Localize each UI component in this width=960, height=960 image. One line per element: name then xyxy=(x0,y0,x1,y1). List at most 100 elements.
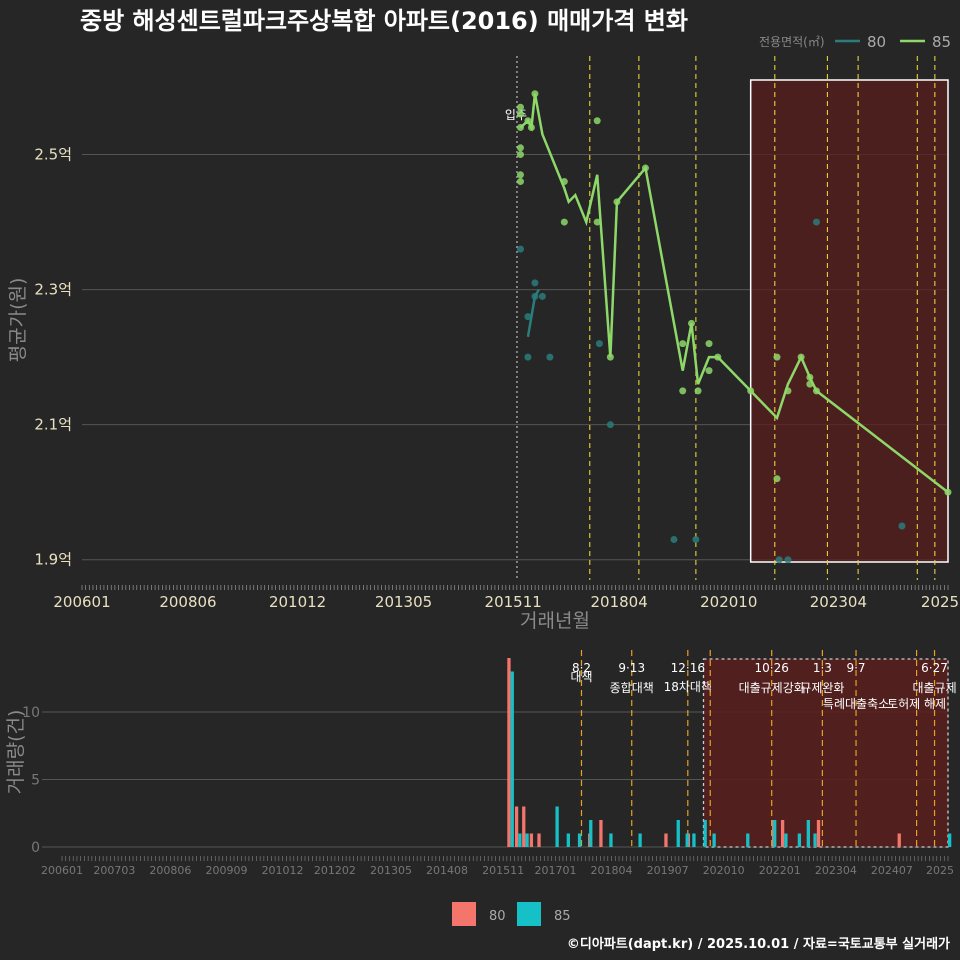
data-point-85 xyxy=(773,475,781,483)
data-point-85 xyxy=(705,367,713,375)
data-point-85 xyxy=(560,218,568,226)
series-line-80 xyxy=(526,288,540,338)
volume-bar-80 xyxy=(529,833,534,847)
volume-bar-80 xyxy=(599,820,603,847)
x-tick-label: 200703 xyxy=(93,864,135,877)
volume-bar-80 xyxy=(514,806,519,847)
legend: 전용면적(㎡) 80 85 xyxy=(759,33,951,51)
volume-bar-80 xyxy=(780,820,785,847)
legend-label-85: 85 xyxy=(554,909,571,924)
x-tick-label: 2025 xyxy=(921,593,959,611)
volume-bar-80 xyxy=(507,658,511,847)
data-point-80 xyxy=(516,245,524,253)
x-tick-label: 201511 xyxy=(482,864,524,877)
data-point-80 xyxy=(538,292,546,300)
data-point-85 xyxy=(593,117,601,125)
data-point-85 xyxy=(679,387,687,395)
volume-bar-85 xyxy=(609,833,613,847)
x-tick-label: 200806 xyxy=(149,864,191,877)
y-tick-label: 1.9억 xyxy=(34,551,72,569)
data-point-85 xyxy=(527,124,535,132)
data-point-85 xyxy=(606,353,614,361)
x-tick-label: 202010 xyxy=(703,864,745,877)
data-point-80 xyxy=(692,535,700,543)
y-tick-label: 5 xyxy=(31,773,40,789)
x-tick-label: 202201 xyxy=(759,864,801,877)
volume-bar-85 xyxy=(784,833,788,847)
data-point-85 xyxy=(806,373,814,381)
event-date: 9·7 xyxy=(846,661,865,675)
volume-bar-85 xyxy=(555,806,559,847)
data-point-85 xyxy=(516,151,524,159)
event-label: 토허제 해제 xyxy=(887,697,946,711)
data-point-85 xyxy=(516,171,524,179)
volume-bar-80 xyxy=(522,806,526,847)
volume-bar-85 xyxy=(685,833,689,847)
x-axis-title: 거래년월 xyxy=(520,610,590,632)
data-point-80 xyxy=(524,353,532,361)
data-point-85 xyxy=(812,387,820,395)
data-point-85 xyxy=(747,387,755,395)
data-point-85 xyxy=(773,353,781,361)
data-point-85 xyxy=(705,340,713,348)
data-point-80 xyxy=(606,421,614,429)
data-point-85 xyxy=(797,353,805,361)
event-date: 10·26 xyxy=(755,661,789,675)
data-point-85 xyxy=(593,218,601,226)
legend-title: 전용면적(㎡) xyxy=(759,35,825,49)
data-point-85 xyxy=(694,387,702,395)
data-point-85 xyxy=(613,198,621,206)
x-tick-label: 201804 xyxy=(591,593,648,611)
data-point-85 xyxy=(516,124,524,132)
x-tick-label: 202304 xyxy=(810,593,867,611)
highlight-box xyxy=(749,79,949,563)
volume-bar-85 xyxy=(676,820,680,847)
event-label: 18차대책 xyxy=(664,679,712,694)
x-tick-label: 201907 xyxy=(647,864,689,877)
x-tick-label: 201408 xyxy=(426,864,468,877)
data-point-85 xyxy=(687,319,695,327)
data-point-85 xyxy=(524,117,532,125)
x-tick-label: 200601 xyxy=(53,593,110,611)
x-tick-label: 201305 xyxy=(370,864,412,877)
event-label: 종합대책 xyxy=(610,680,654,695)
y-tick-label: 2.3억 xyxy=(34,281,72,299)
x-tick-label: 200601 xyxy=(41,864,83,877)
legend-label-80: 80 xyxy=(489,909,506,924)
volume-bar-85 xyxy=(589,820,593,847)
data-point-85 xyxy=(806,380,814,388)
legend-key-80 xyxy=(452,902,476,926)
highlight-box xyxy=(702,658,949,848)
x-tick-label: 201012 xyxy=(269,593,326,611)
data-point-80 xyxy=(775,556,783,564)
data-point-85 xyxy=(679,340,687,348)
legend-label-80: 80 xyxy=(867,33,886,51)
x-tick-label: 2025 xyxy=(926,864,954,877)
volume-bar-85 xyxy=(518,833,522,847)
data-point-80 xyxy=(595,340,603,348)
volume-bar-85 xyxy=(746,833,750,847)
event-label: 규제완화 xyxy=(800,681,844,695)
volume-bar-85 xyxy=(566,833,570,847)
volume-bar-85 xyxy=(510,671,514,847)
data-point-85 xyxy=(516,103,524,111)
volume-bar-85 xyxy=(773,820,777,847)
volume-bar-85 xyxy=(948,833,952,847)
volume-bar-85 xyxy=(703,820,707,847)
event-label: 대출규제 xyxy=(912,681,956,695)
x-tick-label: 201305 xyxy=(375,593,432,611)
data-point-80 xyxy=(546,353,554,361)
event-date: 9·13 xyxy=(618,661,645,675)
x-tick-label: 201012 xyxy=(262,864,304,877)
credit-text: ©디아파트(dapt.kr) / 2025.10.01 / 자료=국토교통부 실… xyxy=(567,936,950,952)
volume-bar-85 xyxy=(797,833,802,847)
event-date: 12·16 xyxy=(671,661,705,675)
event-label: 대출규제강화 xyxy=(739,681,805,695)
volume-bar-85 xyxy=(813,833,817,847)
chart-title: 중방 해성센트럴파크주상복합 아파트(2016) 매매가격 변화 xyxy=(80,7,688,35)
volume-bar-85 xyxy=(638,833,642,847)
volume-bar-80 xyxy=(664,833,668,847)
x-tick-label: 202010 xyxy=(700,593,757,611)
